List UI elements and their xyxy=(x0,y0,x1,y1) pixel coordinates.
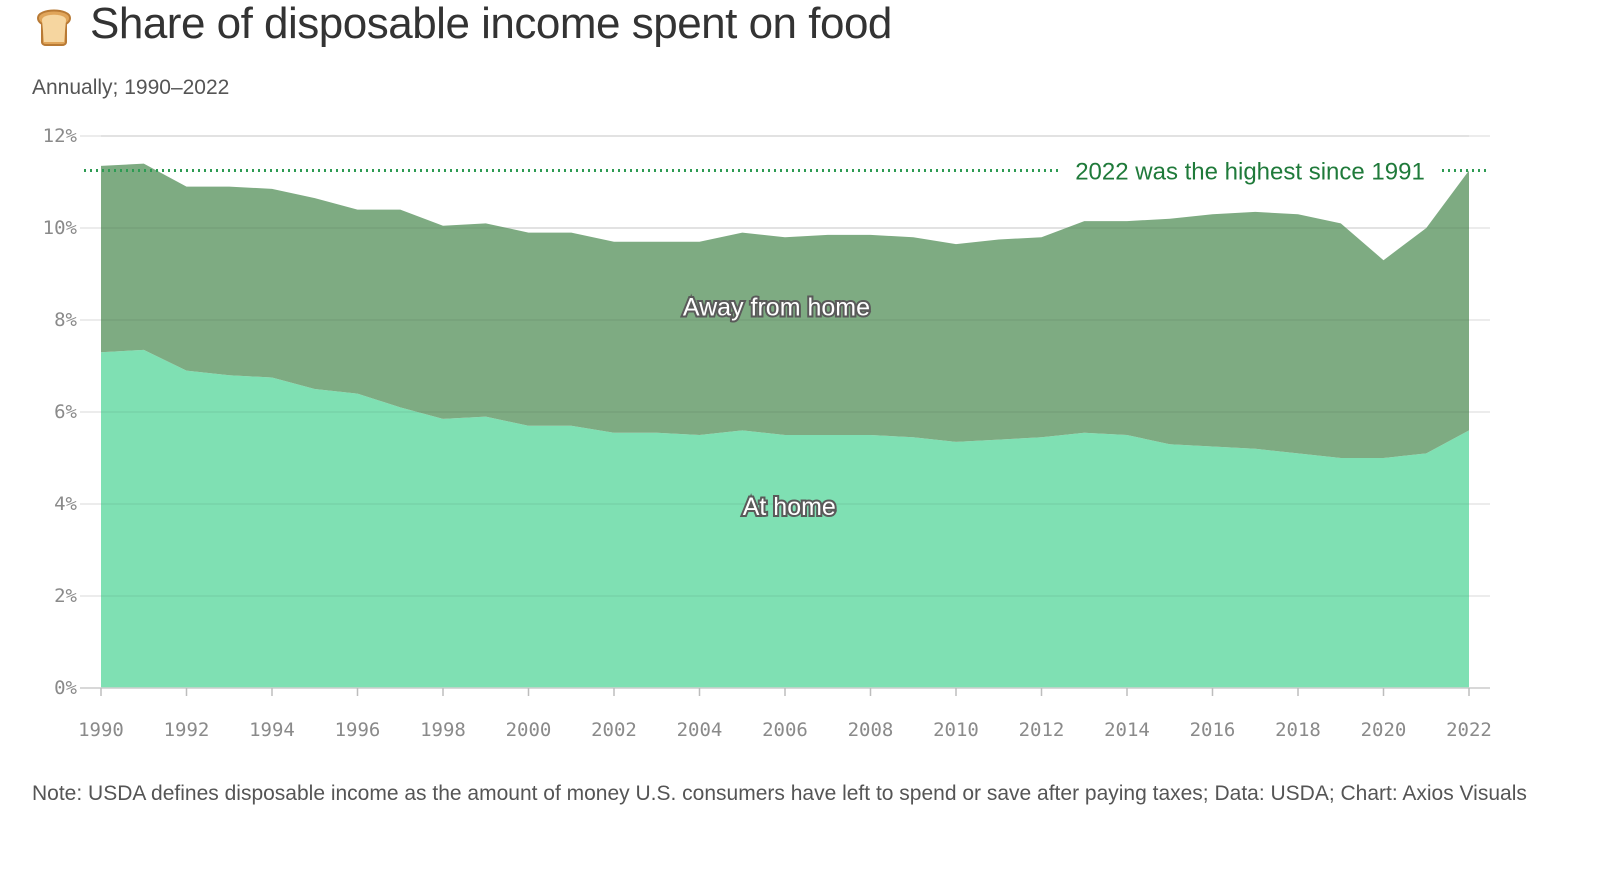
chart-header: Share of disposable income spent on food xyxy=(32,0,892,48)
x-tick-label: 1994 xyxy=(249,719,295,741)
x-tick-label: 2002 xyxy=(591,719,637,741)
label-layer: 2022 was the highest since 1991 At home Aw… xyxy=(84,159,1490,523)
x-tick-label: 2022 xyxy=(1446,719,1492,741)
bread-icon xyxy=(36,9,72,46)
y-tick-label: 4% xyxy=(54,493,77,515)
y-tick-label: 6% xyxy=(54,401,77,423)
x-tick-label: 2010 xyxy=(933,719,979,741)
x-tick-label: 1992 xyxy=(164,719,210,741)
chart-subtitle: Annually; 1990–2022 xyxy=(32,76,230,99)
axis-layer: 0% 2% 4% 6% 8% 10% 12% 1990 1992 1994 1996 1998 2000… xyxy=(43,125,1492,741)
x-tick-label: 2016 xyxy=(1190,719,1236,741)
x-tick-label: 1996 xyxy=(335,719,381,741)
x-tick-label: 2006 xyxy=(762,719,808,741)
annotation-label: 2022 was the highest since 1991 xyxy=(1075,159,1425,186)
stacked-area-chart: 0% 2% 4% 6% 8% 10% 12% 1990 1992 1994 1996 1998 2000… xyxy=(43,125,1492,741)
y-tick-label: 0% xyxy=(54,677,77,699)
y-tick-label: 12% xyxy=(43,125,78,147)
series-label: Away from home xyxy=(683,293,870,321)
x-tick-label: 2014 xyxy=(1104,719,1150,741)
area-at-home xyxy=(101,349,1469,688)
x-tick-label: 2008 xyxy=(848,719,894,741)
x-tick-label: 2020 xyxy=(1361,719,1407,741)
x-tick-label: 2000 xyxy=(506,719,552,741)
area-away-from-home xyxy=(101,163,1469,458)
y-tick-label: 2% xyxy=(54,585,77,607)
y-tick-label: 10% xyxy=(43,217,78,239)
area-layer xyxy=(101,135,1469,688)
chart-footnote: Note: USDA defines disposable income as … xyxy=(32,782,1527,805)
x-tick-label: 2012 xyxy=(1019,719,1065,741)
series-label: At home xyxy=(743,493,836,521)
x-tick-label: 1990 xyxy=(78,719,124,741)
x-tick-label: 2018 xyxy=(1275,719,1321,741)
y-tick-label: 8% xyxy=(54,309,77,331)
x-tick-label: 2004 xyxy=(677,719,723,741)
x-tick-label: 1998 xyxy=(420,719,466,741)
page-title: Share of disposable income spent on food xyxy=(90,0,892,48)
